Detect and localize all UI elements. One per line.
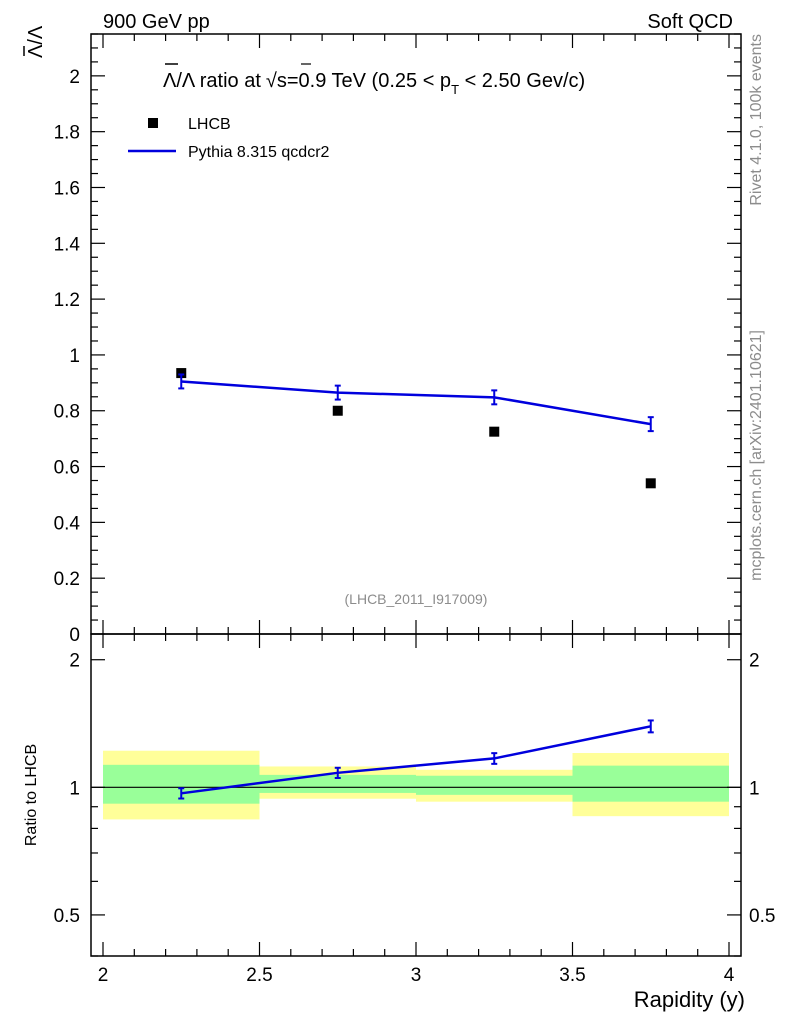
ratio-line [181, 725, 652, 795]
lhcb-data-point [645, 478, 656, 489]
ratio-ylabel: Ratio to LHCB [23, 744, 40, 846]
ylabel-lambda-bar: Λ [25, 44, 47, 58]
ylabel-lambda: Λ [25, 25, 47, 39]
main-ytick-label: 1.6 [54, 178, 80, 199]
main-ytick-label: 1.2 [54, 290, 80, 311]
svg-text:Λ/Λ ratio at√s=0.9 TeV (0.25 <: Λ/Λ ratio at √s=0.9 TeV (0.25 < pT < 2.50… [163, 70, 585, 97]
ratio-ytick-label-right: 0.5 [749, 906, 775, 927]
main-title: Λ/Λ ratio at √s=0.9 TeV (0.25 < pT < 2.50… [163, 63, 585, 97]
rivet-label: Rivet 4.1.0, 100k events [748, 34, 765, 206]
ratio-ytick-label-left: 0.5 [54, 906, 80, 927]
title-s-eq: s=0.9 TeV (0.25 < p [277, 70, 451, 92]
main-ytick-label: 1.4 [54, 234, 81, 255]
main-ytick-label: 0.6 [54, 458, 80, 479]
lhcb-data-point [332, 405, 343, 416]
ratio-ytick-label-left: 2 [69, 651, 80, 672]
ratio-ytick-label-right: 1 [749, 778, 760, 799]
band-inner-2 [416, 775, 573, 795]
lhcb-data-point [176, 368, 187, 379]
main-ytick-label: 0.2 [54, 569, 80, 590]
ylabel-slash: / [25, 39, 47, 45]
pythia-line [181, 380, 651, 426]
title-subscript: T [451, 82, 459, 97]
title-lambda-bar: Λ [163, 70, 177, 92]
header-left: 900 GeV pp [103, 11, 210, 33]
ratio-xtick-label: 2 [98, 965, 109, 986]
main-ytick-label: 1 [69, 346, 80, 367]
ratio-xtick-label: 3.5 [559, 965, 585, 986]
main-series [176, 368, 656, 489]
main-ytick-label: 0.4 [54, 513, 81, 534]
header-right: Soft QCD [647, 11, 733, 33]
ratio-plot-frame [90, 633, 742, 957]
mcplots-label: mcplots.cern.ch [arXiv:2401.10621] [748, 330, 765, 581]
legend-label-lhcb: LHCB [188, 116, 231, 133]
legend: LHCB Pythia 8.315 qcdcr2 [128, 116, 330, 161]
main-ytick-label: 0 [69, 625, 80, 646]
ratio-xtick-label: 2.5 [246, 965, 272, 986]
title-mid: /Λ ratio at [176, 70, 261, 92]
band-inner-3 [572, 765, 729, 802]
title-sqrt: √ [266, 70, 277, 92]
ratio-xtick-label: 3 [411, 965, 422, 986]
ratio-series [178, 719, 654, 800]
axis-tick-labels: 0 0.2 0.4 0.6 0.8 1 1.2 1.4 1.6 1.8 2 2 2.5 3 3.5 4 0.5 0… [54, 67, 776, 986]
legend-marker-lhcb [148, 118, 158, 128]
main-ytick-label: 0.8 [54, 402, 80, 423]
lhcb-data-point [489, 426, 500, 437]
band-inner-1 [259, 774, 416, 793]
main-ytick-label: 1.8 [54, 123, 80, 144]
x-axis-label: Rapidity (y) [634, 987, 745, 1012]
ratio-ytick-label-left: 1 [69, 778, 80, 799]
legend-label-pythia: Pythia 8.315 qcdcr2 [188, 144, 330, 161]
title-end: < 2.50 Gev/c) [459, 70, 585, 92]
main-ytick-label: 2 [69, 67, 80, 88]
ratio-bands [91, 750, 741, 820]
ratio-xtick-label: 4 [724, 965, 735, 986]
main-ylabel: Λ/Λ [23, 25, 47, 58]
ratio-ytick-label-right: 2 [749, 651, 760, 672]
svg-text:Λ/Λ: Λ/Λ [25, 25, 47, 58]
analysis-watermark: (LHCB_2011_I917009) [345, 591, 488, 607]
